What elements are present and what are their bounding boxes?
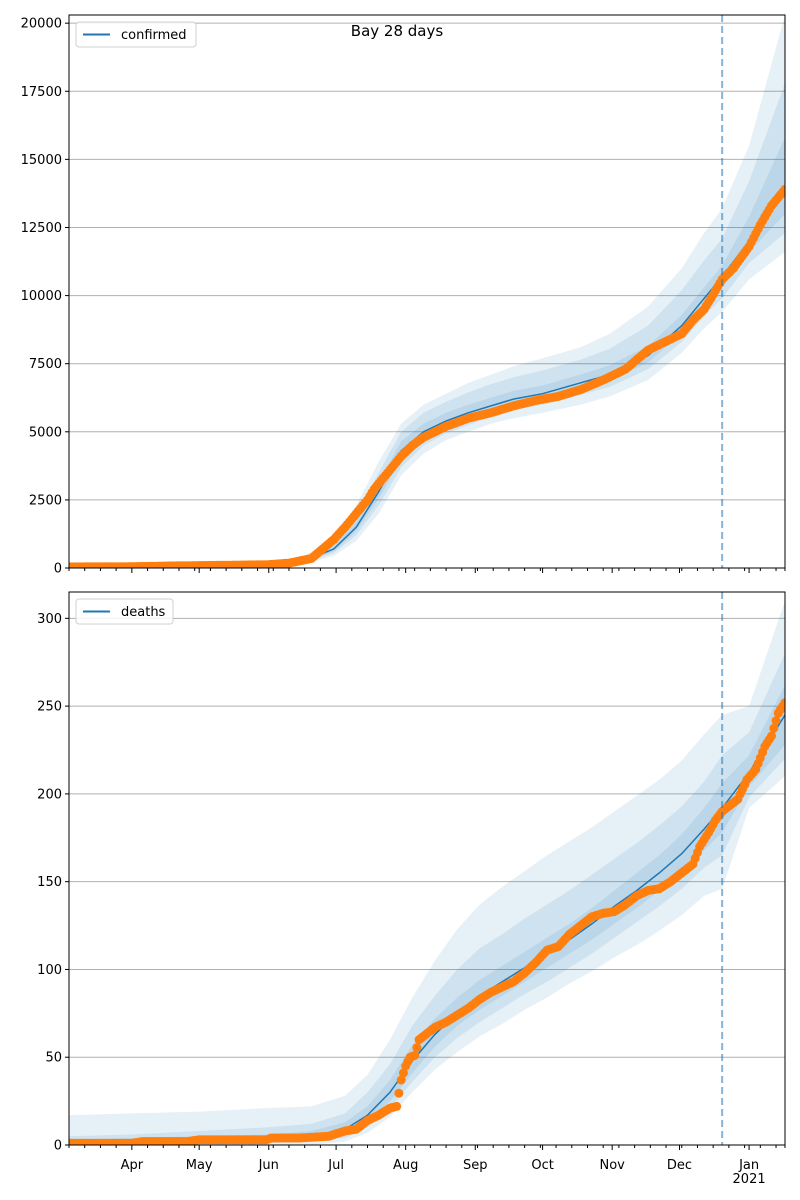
confirmed-ytick-label: 12500 bbox=[21, 221, 62, 236]
confirmed-panel: 0 2500 5000 7500 10000 12500 15000 17500 20000 co… bbox=[21, 14, 786, 577]
confirmed-ytick-label: 2500 bbox=[29, 493, 62, 508]
deaths-observed-point bbox=[392, 1101, 402, 1111]
deaths-confidence-band-3 bbox=[69, 685, 785, 1145]
confirmed-ytick-label: 15000 bbox=[21, 153, 62, 168]
confirmed-ytick-label: 17500 bbox=[21, 85, 62, 100]
deaths-observed-point bbox=[412, 1043, 422, 1053]
xtick-label: Dec bbox=[667, 1158, 692, 1173]
confirmed-model-line bbox=[69, 186, 785, 568]
deaths-legend: deaths bbox=[75, 598, 174, 625]
deaths-observed-point bbox=[394, 1088, 404, 1098]
deaths-observed-point bbox=[396, 1075, 406, 1085]
chart-title: Bay 28 days bbox=[351, 22, 444, 40]
deaths-observed-point bbox=[771, 716, 781, 726]
deaths-legend-box bbox=[75, 598, 174, 625]
confirmed-ytick-label: 0 bbox=[54, 562, 62, 577]
xtick-label: May bbox=[186, 1158, 213, 1173]
deaths-plot-area bbox=[69, 600, 785, 1145]
deaths-legend-label: deaths bbox=[121, 605, 166, 620]
xtick-year-label: 2021 bbox=[733, 1172, 766, 1187]
confirmed-ytick-label: 10000 bbox=[21, 289, 62, 304]
deaths-observed-point bbox=[410, 1051, 420, 1060]
deaths-ytick-label: 250 bbox=[37, 700, 62, 715]
deaths-ytick-label: 200 bbox=[37, 787, 62, 802]
deaths-confidence-band-2 bbox=[69, 653, 785, 1145]
deaths-ytick-label: 150 bbox=[37, 875, 62, 890]
deaths-observed-point bbox=[780, 698, 785, 708]
deaths-ytick-label: 50 bbox=[45, 1051, 62, 1066]
confirmed-legend: confirmed bbox=[75, 21, 197, 48]
xtick-label: Nov bbox=[599, 1158, 625, 1173]
deaths-ytick-label: 100 bbox=[37, 963, 62, 978]
xtick-label: Aug bbox=[393, 1158, 418, 1173]
confirmed-legend-box bbox=[75, 21, 197, 48]
deaths-observed-point bbox=[767, 731, 776, 741]
confirmed-plot-area bbox=[69, 15, 785, 568]
xtick-label: Apr bbox=[121, 1158, 144, 1173]
confirmed-axes-frame bbox=[68, 14, 786, 569]
deaths-axes-frame bbox=[68, 591, 786, 1146]
confirmed-legend-label: confirmed bbox=[121, 28, 187, 43]
xtick-label: Sep bbox=[463, 1158, 488, 1173]
deaths-panel: 0 50 100 150 200 250 300 Apr May Jun Jul Aug Sep Oct N… bbox=[37, 591, 786, 1187]
deaths-ytick-label: 300 bbox=[37, 612, 62, 627]
confirmed-observed-point bbox=[780, 184, 785, 194]
xtick-label: Jan bbox=[738, 1158, 759, 1173]
confirmed-confidence-band-1 bbox=[69, 15, 785, 568]
xtick-label: Jul bbox=[327, 1158, 344, 1173]
xtick-label: Oct bbox=[531, 1158, 553, 1173]
deaths-ytick-label: 0 bbox=[54, 1139, 62, 1154]
confirmed-ytick-label: 7500 bbox=[29, 357, 62, 372]
confirmed-ytick-label: 5000 bbox=[29, 425, 62, 440]
deaths-observed-point bbox=[398, 1068, 408, 1078]
confirmed-ytick-label: 20000 bbox=[21, 17, 62, 32]
deaths-observed-point bbox=[769, 723, 779, 733]
xtick-label: Jun bbox=[258, 1158, 279, 1173]
